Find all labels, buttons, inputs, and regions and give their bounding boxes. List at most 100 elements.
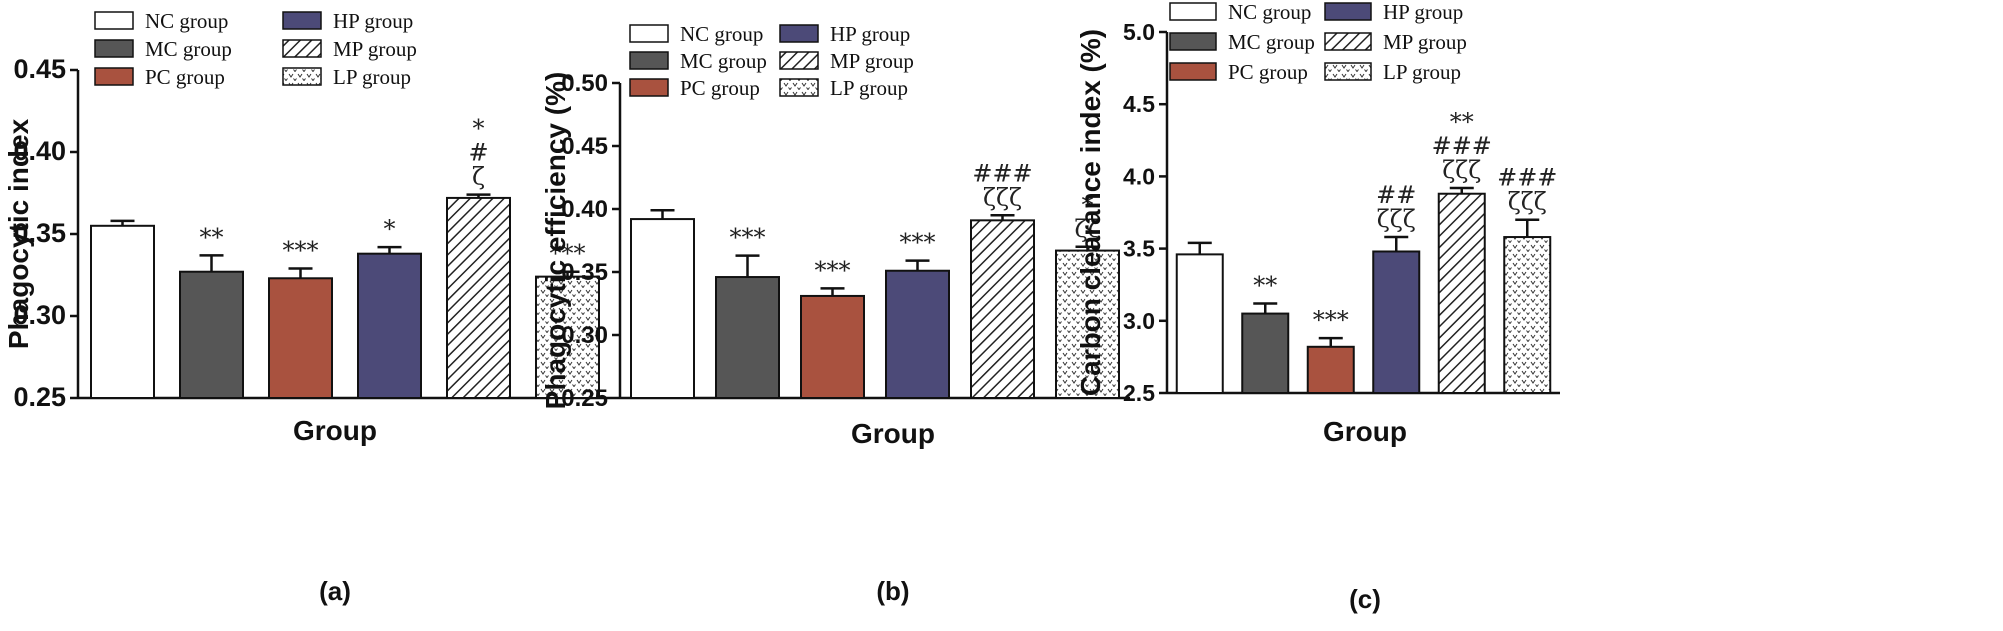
y-tick-label: 3.0 xyxy=(1123,308,1155,334)
y-tick-label: 2.5 xyxy=(1123,380,1155,406)
legend-label: PC group xyxy=(680,76,760,100)
legend-swatch-pc xyxy=(629,78,669,97)
y-tick-label: 0.45 xyxy=(561,133,608,160)
bar-group-lp: *** xyxy=(535,240,600,400)
panel-label: (a) xyxy=(319,576,351,606)
panel-label: (b) xyxy=(876,576,909,606)
legend-label: PC group xyxy=(145,65,225,89)
panel-1: 0.25 0.30 0.35 0.40 0.45 Phagocytic index Grou… xyxy=(3,9,612,606)
legend-swatch-mc xyxy=(94,39,134,58)
y-tick-label: 3.5 xyxy=(1123,236,1155,262)
legend-swatch-mp xyxy=(1324,32,1372,51)
bar-group-mc: ** xyxy=(1241,271,1290,394)
legend-swatch-lp xyxy=(282,67,322,86)
significance-label: ζζζ xyxy=(1377,205,1416,233)
significance-label: ** xyxy=(1253,271,1277,299)
significance-label: ζ xyxy=(472,163,485,191)
bar-group-mp: *#ζ xyxy=(446,115,511,399)
significance-label: * xyxy=(1082,191,1094,219)
legend-swatch-mc xyxy=(1169,32,1217,51)
x-axis-title: Group xyxy=(1323,416,1407,447)
significance-label: *** xyxy=(815,256,851,284)
significance-label: ### xyxy=(1497,164,1557,192)
significance-label: ζζζ xyxy=(1442,156,1481,184)
significance-label: * xyxy=(473,115,485,143)
y-tick-label: 0.40 xyxy=(13,136,66,166)
bar-group-mp: **###ζζζ xyxy=(1432,108,1492,394)
legend: NC group HP group MC group MP group PC group… xyxy=(629,22,914,100)
legend-label: NC group xyxy=(145,9,228,33)
bar-group-hp: *** xyxy=(885,229,950,399)
significance-label: ### xyxy=(1432,132,1492,160)
legend-label: HP group xyxy=(1383,0,1463,24)
y-tick-label: 0.30 xyxy=(561,322,608,349)
bar-mp xyxy=(1437,192,1486,394)
y-tick-label: 0.35 xyxy=(561,259,608,286)
significance-label: ** xyxy=(1450,108,1474,136)
bar-group-hp: * xyxy=(357,215,422,399)
bar-nc xyxy=(90,224,155,399)
bar-group-nc xyxy=(90,219,155,399)
legend-label: MC group xyxy=(1228,30,1315,54)
y-tick-label: 0.40 xyxy=(561,196,608,223)
legend-label: NC group xyxy=(680,22,763,46)
legend-label: MP group xyxy=(830,49,914,73)
y-tick-label: 0.45 xyxy=(13,54,66,84)
legend: NC group HP group MC group MP group PC group… xyxy=(1169,0,1467,84)
bar-mc xyxy=(715,276,780,400)
significance-label: ζζζ xyxy=(983,183,1022,211)
bar-group-lp: *ζζ xyxy=(1055,191,1120,399)
bar-mp xyxy=(446,196,511,399)
y-axis-title: Phagocytic efficiency (%) xyxy=(540,72,571,410)
bar-group-nc xyxy=(1175,241,1224,394)
x-axis-title: Group xyxy=(293,415,377,446)
bar-hp xyxy=(357,252,422,399)
significance-label: *** xyxy=(283,236,319,264)
bar-group-mp: ###ζζζ xyxy=(970,159,1035,399)
panel-3: 2.5 3.0 3.5 4.0 4.5 5.0 Carbon clearance index… xyxy=(1075,0,1560,614)
legend-swatch-hp xyxy=(282,11,322,30)
significance-label: ** xyxy=(200,223,224,251)
bar-pc xyxy=(800,294,865,399)
bar-lp xyxy=(1055,249,1120,399)
legend-label: LP group xyxy=(333,65,411,89)
bar-pc xyxy=(268,277,333,399)
y-tick-label: 0.35 xyxy=(13,218,66,248)
legend-swatch-lp xyxy=(1324,62,1372,81)
bar-mp xyxy=(970,219,1035,399)
legend-swatch-nc xyxy=(94,11,134,30)
y-tick-label: 0.25 xyxy=(13,382,66,412)
bar-group-mc: ** xyxy=(179,223,244,399)
legend-label: NC group xyxy=(1228,0,1311,24)
bar-group-pc: *** xyxy=(268,236,333,399)
legend-label: HP group xyxy=(333,9,413,33)
bar-hp xyxy=(1372,250,1421,394)
legend: NC group HP group MC group MP group PC group… xyxy=(94,9,417,89)
y-tick-label: 5.0 xyxy=(1123,19,1155,45)
legend-swatch-mp xyxy=(779,51,819,70)
significance-label: # xyxy=(468,139,488,167)
y-axis-title: Phagocytic index xyxy=(3,118,34,349)
significance-label: *** xyxy=(730,224,766,252)
bar-hp xyxy=(885,269,950,399)
bar-mc xyxy=(1241,312,1290,394)
legend-label: PC group xyxy=(1228,60,1308,84)
legend-label: MP group xyxy=(1383,30,1467,54)
y-tick-label: 0.30 xyxy=(13,300,66,330)
significance-label: ζζ xyxy=(1074,215,1100,243)
y-tick-label: 0.50 xyxy=(561,70,608,97)
y-tick-label: 4.0 xyxy=(1123,163,1155,189)
significance-label: ## xyxy=(1376,181,1416,209)
legend-label: MC group xyxy=(680,49,767,73)
y-tick-label: 0.25 xyxy=(561,385,608,412)
significance-label: *** xyxy=(550,240,586,268)
legend-swatch-hp xyxy=(1324,2,1372,21)
legend-label: LP group xyxy=(830,76,908,100)
significance-label: *** xyxy=(900,229,936,257)
significance-label: ζζζ xyxy=(1508,188,1547,216)
legend-swatch-mc xyxy=(629,51,669,70)
bar-group-mc: *** xyxy=(715,224,780,400)
significance-label: * xyxy=(384,215,396,243)
